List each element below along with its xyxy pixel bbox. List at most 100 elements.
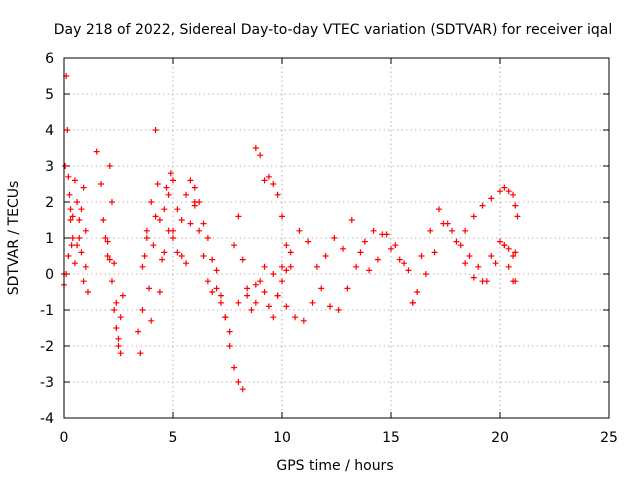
data-point bbox=[109, 199, 115, 205]
data-point bbox=[288, 264, 294, 270]
data-point bbox=[113, 300, 119, 306]
data-point bbox=[349, 217, 355, 223]
data-point bbox=[257, 278, 263, 284]
y-tick-label: 2 bbox=[45, 195, 54, 211]
data-point bbox=[449, 228, 455, 234]
data-point bbox=[340, 246, 346, 252]
data-point bbox=[227, 329, 233, 335]
data-point bbox=[253, 145, 259, 151]
data-point bbox=[240, 386, 246, 392]
data-point bbox=[275, 293, 281, 299]
data-point bbox=[214, 267, 220, 273]
data-point bbox=[235, 213, 241, 219]
data-point bbox=[153, 127, 159, 133]
data-point bbox=[480, 203, 486, 209]
series-track-h bbox=[192, 199, 294, 335]
data-point bbox=[240, 257, 246, 263]
data-point bbox=[471, 275, 477, 281]
data-point bbox=[201, 253, 207, 259]
series-track-d bbox=[100, 217, 126, 349]
data-point bbox=[506, 264, 512, 270]
data-point bbox=[179, 217, 185, 223]
series-track-m bbox=[462, 185, 520, 234]
data-point bbox=[120, 293, 126, 299]
data-point bbox=[405, 267, 411, 273]
data-point bbox=[218, 300, 224, 306]
data-point bbox=[283, 242, 289, 248]
data-point bbox=[68, 206, 74, 212]
y-tick-label: 1 bbox=[45, 231, 54, 247]
data-point bbox=[187, 221, 193, 227]
data-point bbox=[113, 325, 119, 331]
series-track-l bbox=[410, 206, 518, 306]
data-point bbox=[453, 239, 459, 245]
data-point bbox=[514, 213, 520, 219]
y-tick-label: -3 bbox=[40, 375, 54, 391]
data-point bbox=[159, 257, 165, 263]
data-point bbox=[283, 303, 289, 309]
data-point bbox=[488, 195, 494, 201]
x-axis-label: GPS time / hours bbox=[276, 458, 393, 474]
data-point bbox=[209, 289, 215, 295]
data-point bbox=[493, 260, 499, 266]
data-point bbox=[266, 303, 272, 309]
data-point bbox=[244, 293, 250, 299]
data-point bbox=[266, 174, 272, 180]
data-point bbox=[344, 285, 350, 291]
data-point bbox=[81, 185, 87, 191]
y-tick-label: 4 bbox=[45, 123, 54, 139]
data-point bbox=[78, 206, 84, 212]
series-track-e bbox=[135, 127, 176, 356]
data-point bbox=[111, 260, 117, 266]
data-point bbox=[142, 253, 148, 259]
data-point bbox=[497, 188, 503, 194]
data-point bbox=[109, 278, 115, 284]
data-point bbox=[397, 257, 403, 263]
data-point bbox=[253, 300, 259, 306]
data-point bbox=[146, 285, 152, 291]
data-point bbox=[480, 278, 486, 284]
data-point bbox=[227, 343, 233, 349]
data-point bbox=[506, 246, 512, 252]
data-point bbox=[366, 267, 372, 273]
data-point bbox=[270, 181, 276, 187]
data-point bbox=[116, 336, 122, 342]
data-point bbox=[83, 264, 89, 270]
data-point bbox=[65, 253, 71, 259]
x-tick-label: 10 bbox=[273, 430, 291, 446]
data-point bbox=[116, 343, 122, 349]
data-point bbox=[192, 185, 198, 191]
x-tick-label: 25 bbox=[600, 430, 618, 446]
data-point bbox=[436, 206, 442, 212]
data-point bbox=[163, 185, 169, 191]
y-tick-label: 6 bbox=[45, 51, 54, 67]
data-point bbox=[70, 235, 76, 241]
data-point bbox=[279, 278, 285, 284]
data-point bbox=[135, 329, 141, 335]
data-point bbox=[74, 242, 80, 248]
sdtvar-chart: Day 218 of 2022, Sidereal Day-to-day VTE… bbox=[0, 0, 640, 480]
data-point bbox=[314, 264, 320, 270]
data-point bbox=[283, 267, 289, 273]
data-point bbox=[244, 285, 250, 291]
data-point bbox=[506, 188, 512, 194]
data-point bbox=[65, 174, 71, 180]
data-point bbox=[137, 350, 143, 356]
data-point bbox=[64, 127, 70, 133]
data-point bbox=[497, 239, 503, 245]
data-point bbox=[166, 192, 172, 198]
y-tick-label: -2 bbox=[40, 339, 54, 355]
data-point bbox=[118, 350, 124, 356]
data-point bbox=[187, 177, 193, 183]
data-point bbox=[501, 185, 507, 191]
data-point bbox=[161, 206, 167, 212]
series-track-c bbox=[94, 149, 124, 357]
data-point bbox=[218, 293, 224, 299]
data-point bbox=[235, 300, 241, 306]
data-point bbox=[174, 206, 180, 212]
data-point bbox=[192, 199, 198, 205]
data-point bbox=[183, 192, 189, 198]
series-track-k bbox=[275, 221, 516, 324]
data-point bbox=[69, 242, 75, 248]
data-point bbox=[270, 271, 276, 277]
